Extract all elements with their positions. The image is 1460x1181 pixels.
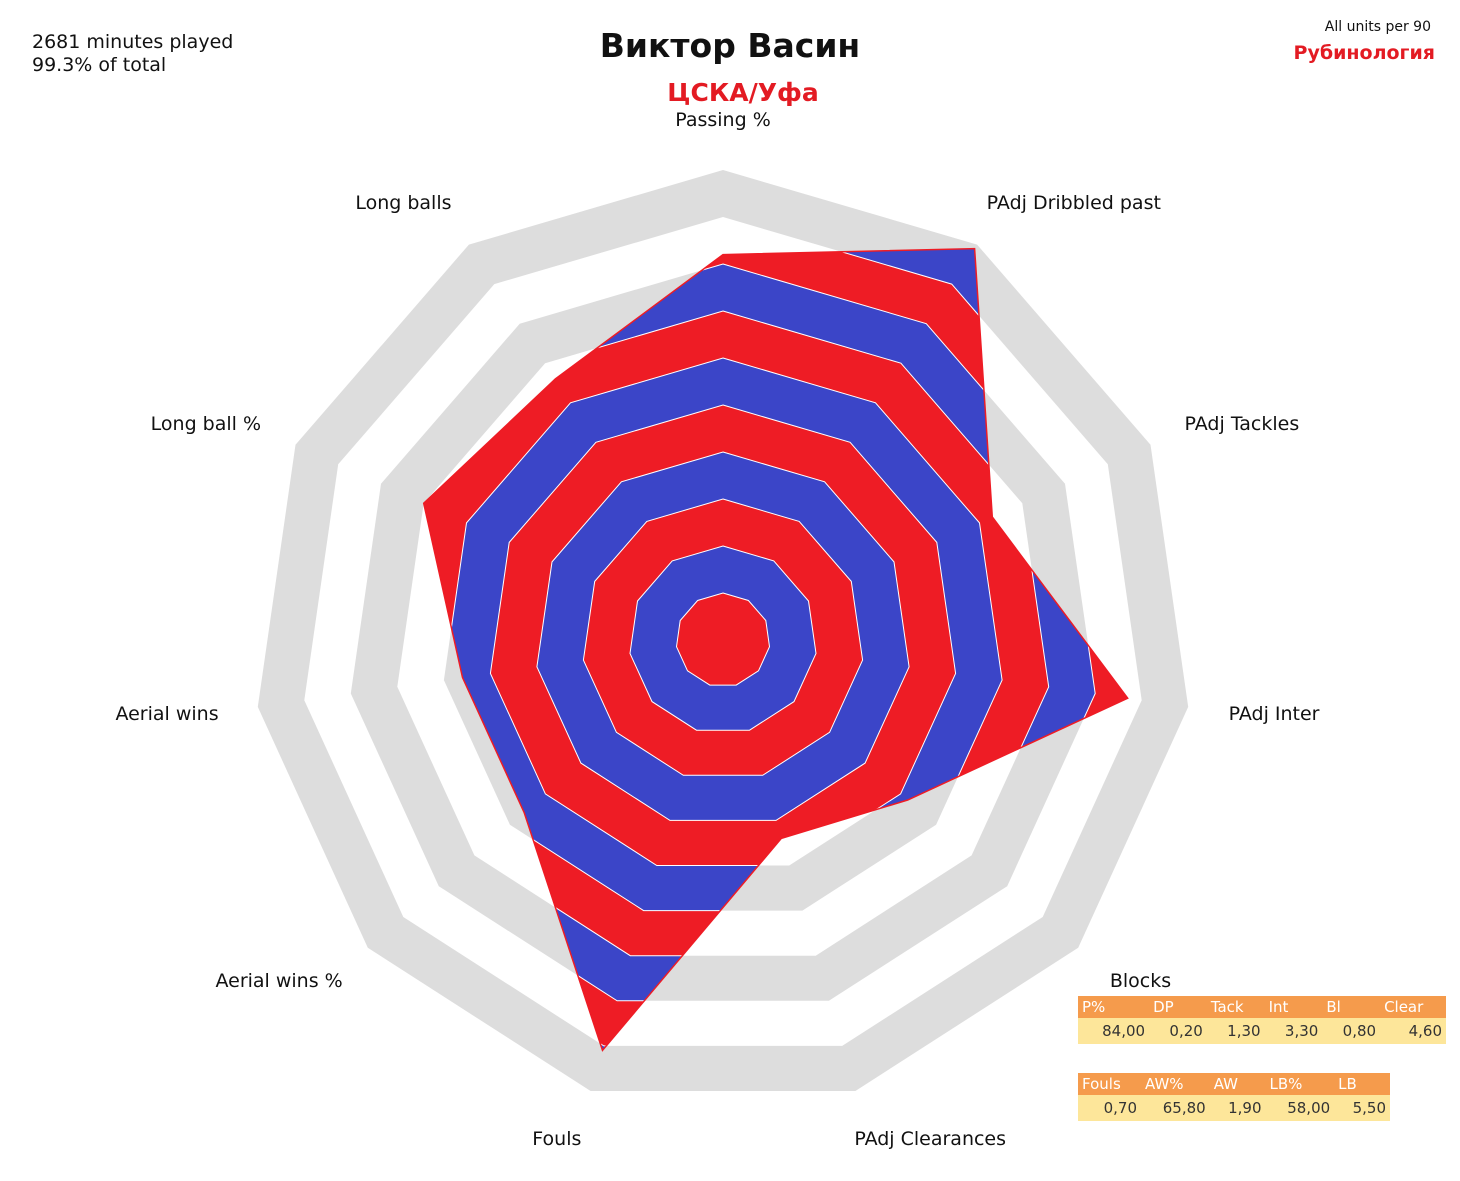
- stat-header: AW%: [1141, 1073, 1210, 1095]
- team-name: ЦСКА/Уфа: [667, 78, 819, 107]
- stat-header: P%: [1078, 996, 1150, 1018]
- axis-label: Passing %: [675, 109, 771, 131]
- stat-value: 84,00: [1078, 1018, 1150, 1044]
- stat-value: 4,60: [1380, 1018, 1446, 1044]
- axis-label: Aerial wins %: [215, 969, 343, 992]
- axis-label: Fouls: [532, 1127, 582, 1150]
- stats-table-1: P% DP Tack Int Bl Clear 84,00 0,20 1,30 …: [1078, 996, 1446, 1044]
- stat-header: LB%: [1265, 1073, 1335, 1095]
- stat-header: Bl: [1322, 996, 1381, 1018]
- stats-table-1-values: 84,00 0,20 1,30 3,30 0,80 4,60: [1078, 1018, 1446, 1044]
- minutes-info: 2681 minutes played 99.3% of total: [32, 31, 233, 77]
- stat-header: DP: [1149, 996, 1207, 1018]
- axis-label: Blocks: [1109, 969, 1172, 992]
- axis-label: Aerial wins: [115, 703, 219, 725]
- minutes-played: 2681 minutes played: [32, 31, 234, 53]
- stat-value: 1,90: [1209, 1095, 1266, 1121]
- stats-table-2: Fouls AW% AW LB% LB 0,70 65,80 1,90 58,0…: [1078, 1073, 1390, 1121]
- axis-label: PAdj Dribbled past: [986, 191, 1161, 214]
- stat-value: 5,50: [1334, 1095, 1390, 1121]
- stat-header: Clear: [1380, 996, 1446, 1018]
- player-outline: [422, 247, 1129, 1052]
- stat-value: 0,80: [1322, 1018, 1381, 1044]
- axis-label: PAdj Clearances: [854, 1127, 1007, 1150]
- stat-header: Int: [1264, 996, 1323, 1018]
- stats-table-1-header: P% DP Tack Int Bl Clear: [1078, 996, 1446, 1018]
- player-band: [675, 592, 771, 686]
- units-note: All units per 90: [1324, 19, 1431, 35]
- stat-value: 1,30: [1206, 1018, 1265, 1044]
- stat-value: 65,80: [1141, 1095, 1210, 1121]
- stat-header: AW: [1209, 1073, 1266, 1095]
- axis-label: PAdj Inter: [1228, 703, 1320, 725]
- brand-name: Рубинология: [1293, 42, 1435, 64]
- stat-header: Fouls: [1078, 1073, 1142, 1095]
- share-of-total: 99.3% of total: [32, 54, 167, 76]
- stats-table-2-values: 0,70 65,80 1,90 58,00 5,50: [1078, 1095, 1390, 1121]
- stat-value: 0,20: [1149, 1018, 1207, 1044]
- player-name: Виктор Васин: [599, 26, 861, 65]
- stat-header: Tack: [1206, 996, 1265, 1018]
- stat-value: 3,30: [1264, 1018, 1323, 1044]
- axis-label: PAdj Tackles: [1184, 413, 1300, 435]
- stats-table-2-header: Fouls AW% AW LB% LB: [1078, 1073, 1390, 1095]
- stat-header: LB: [1334, 1073, 1390, 1095]
- axis-label: Long balls: [355, 191, 452, 214]
- stat-value: 58,00: [1265, 1095, 1335, 1121]
- stat-value: 0,70: [1078, 1095, 1142, 1121]
- axis-label: Long ball %: [150, 413, 262, 435]
